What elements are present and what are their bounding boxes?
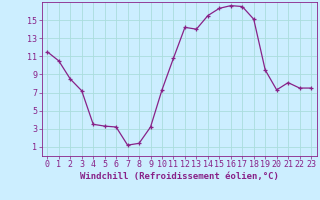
X-axis label: Windchill (Refroidissement éolien,°C): Windchill (Refroidissement éolien,°C) [80, 172, 279, 181]
